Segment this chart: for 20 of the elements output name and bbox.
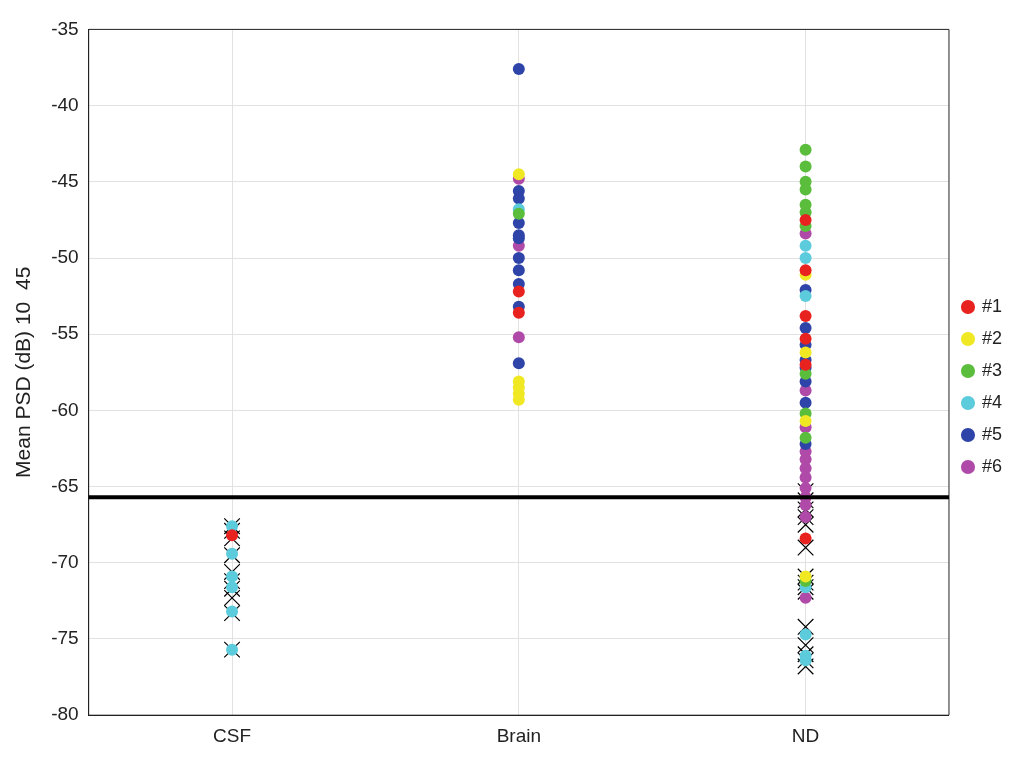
y-tick-label: -75 <box>51 627 79 649</box>
y-tick-label: -45 <box>51 170 79 192</box>
legend-label: #4 <box>981 391 1003 412</box>
legend-label: #3 <box>981 359 1003 380</box>
y-tick-label: -80 <box>51 703 79 725</box>
legend-label: #5 <box>981 423 1003 444</box>
y-tick-label: -65 <box>51 474 79 496</box>
legend-label: #6 <box>981 455 1003 476</box>
x-tick-label: CSF <box>213 724 252 746</box>
x-tick-label: Brain <box>496 724 541 746</box>
legend-label: #2 <box>981 327 1003 348</box>
y-axis-title: Mean PSD (dB) 10 45 <box>11 266 35 478</box>
legend-label: #1 <box>981 295 1003 316</box>
y-tick-label: -70 <box>51 551 79 573</box>
y-tick-label: -40 <box>51 93 79 115</box>
x-tick-label: ND <box>791 724 820 746</box>
y-tick-label: -60 <box>51 398 79 420</box>
y-tick-label: -55 <box>51 322 79 344</box>
y-tick-label: -50 <box>51 246 79 268</box>
y-tick-label: -35 <box>51 17 79 39</box>
